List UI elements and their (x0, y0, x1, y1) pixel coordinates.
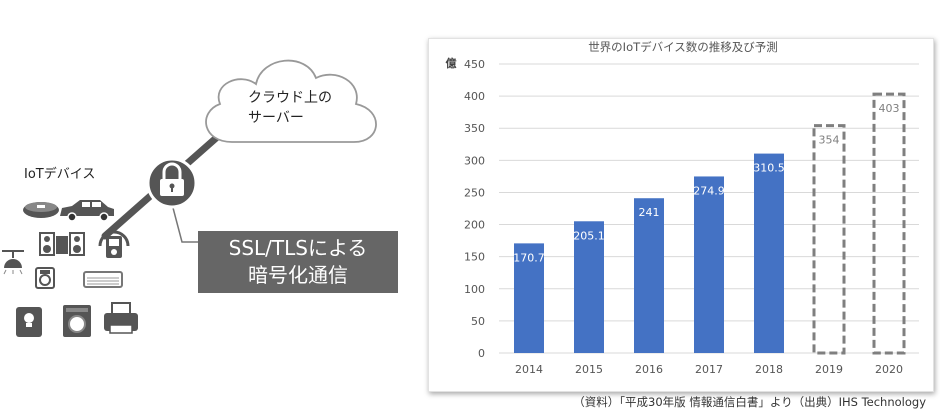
y-tick-label: 200 (464, 219, 485, 232)
cloud-label-line2: サーバー (248, 110, 304, 126)
callout-leader (171, 203, 200, 243)
car-icon (60, 200, 114, 222)
y-tick-label: 150 (464, 251, 485, 264)
lock-icon (146, 157, 198, 209)
ssl-callout-box (198, 231, 398, 293)
x-tick-label-2016: 2016 (635, 363, 663, 376)
x-tick-label-2018: 2018 (755, 363, 783, 376)
bar-2014 (514, 243, 544, 353)
y-tick-label: 100 (464, 283, 485, 296)
bar-2015 (574, 221, 604, 353)
air-conditioner-icon (83, 271, 123, 288)
music-player-icon (98, 230, 130, 258)
chart-title: 世界のIoTデバイス数の推移及び予測 (588, 40, 778, 54)
y-tick-label: 400 (464, 90, 485, 103)
y-tick-label: 50 (471, 315, 485, 328)
cloud-label-line1: クラウド上の (248, 90, 332, 106)
robot-vacuum-icon (23, 202, 59, 218)
x-tick-label-2020: 2020 (875, 363, 903, 376)
y-tick-label: 0 (478, 347, 485, 360)
data-label-2014: 170.7 (513, 251, 545, 264)
data-label-2020: 403 (879, 102, 900, 115)
bathroom-scale-icon (16, 307, 42, 337)
washing-machine-icon (63, 305, 91, 337)
forecast-bar-2019 (812, 124, 846, 355)
printer-icon (104, 302, 138, 334)
chart-panel: 世界のIoTデバイス数の推移及び予測 億 0 50 100 150 200 250 300 3… (428, 38, 934, 392)
y-tick-label: 250 (464, 186, 485, 199)
forecast-bar-2020 (872, 92, 906, 355)
data-label-2015: 205.1 (573, 229, 605, 242)
bar-2016 (634, 198, 664, 353)
y-axis-ticks: 0 50 100 150 200 250 300 350 400 450 (464, 58, 485, 360)
bar-2018 (754, 153, 784, 353)
x-tick-label-2014: 2014 (515, 363, 543, 376)
cloud-icon (205, 59, 377, 143)
stereo-icon (39, 232, 85, 256)
scale-icon (35, 267, 55, 289)
x-axis-ticks: 2014 2015 2016 2017 2018 2019 2020 (515, 363, 903, 376)
data-label-2018: 310.5 (753, 162, 785, 175)
security-diagram: クラウド上の サーバー SSL/TLSによる 暗号化通信 IoTデバイス (2, 59, 398, 337)
x-tick-label-2017: 2017 (695, 363, 723, 376)
bar-2017 (694, 176, 724, 353)
ceiling-light-icon (2, 250, 24, 275)
iot-devices-bar-chart: 世界のIoTデバイス数の推移及び予測 億 0 50 100 150 200 250 300 3… (446, 40, 919, 376)
data-label-2016: 241 (639, 206, 660, 219)
source-note: （資料）「平成30年版 情報通信白書」より（出典）IHS Technology (573, 395, 926, 409)
x-tick-label-2019: 2019 (815, 363, 843, 376)
data-labels: 170.7 205.1 241 274.9 310.5 354 403 (513, 102, 899, 264)
data-label-2019: 354 (819, 134, 840, 147)
bars (514, 92, 906, 355)
y-tick-label: 450 (464, 58, 485, 71)
iot-devices-label: IoTデバイス (24, 166, 95, 182)
y-tick-label: 300 (464, 154, 485, 167)
ssl-label-line2: 暗号化通信 (248, 263, 348, 287)
y-axis-unit-label: 億 (446, 56, 457, 70)
x-tick-label-2015: 2015 (575, 363, 603, 376)
y-tick-label: 350 (464, 122, 485, 135)
data-label-2017: 274.9 (693, 184, 725, 197)
ssl-label-line1: SSL/TLSによる (229, 236, 368, 260)
